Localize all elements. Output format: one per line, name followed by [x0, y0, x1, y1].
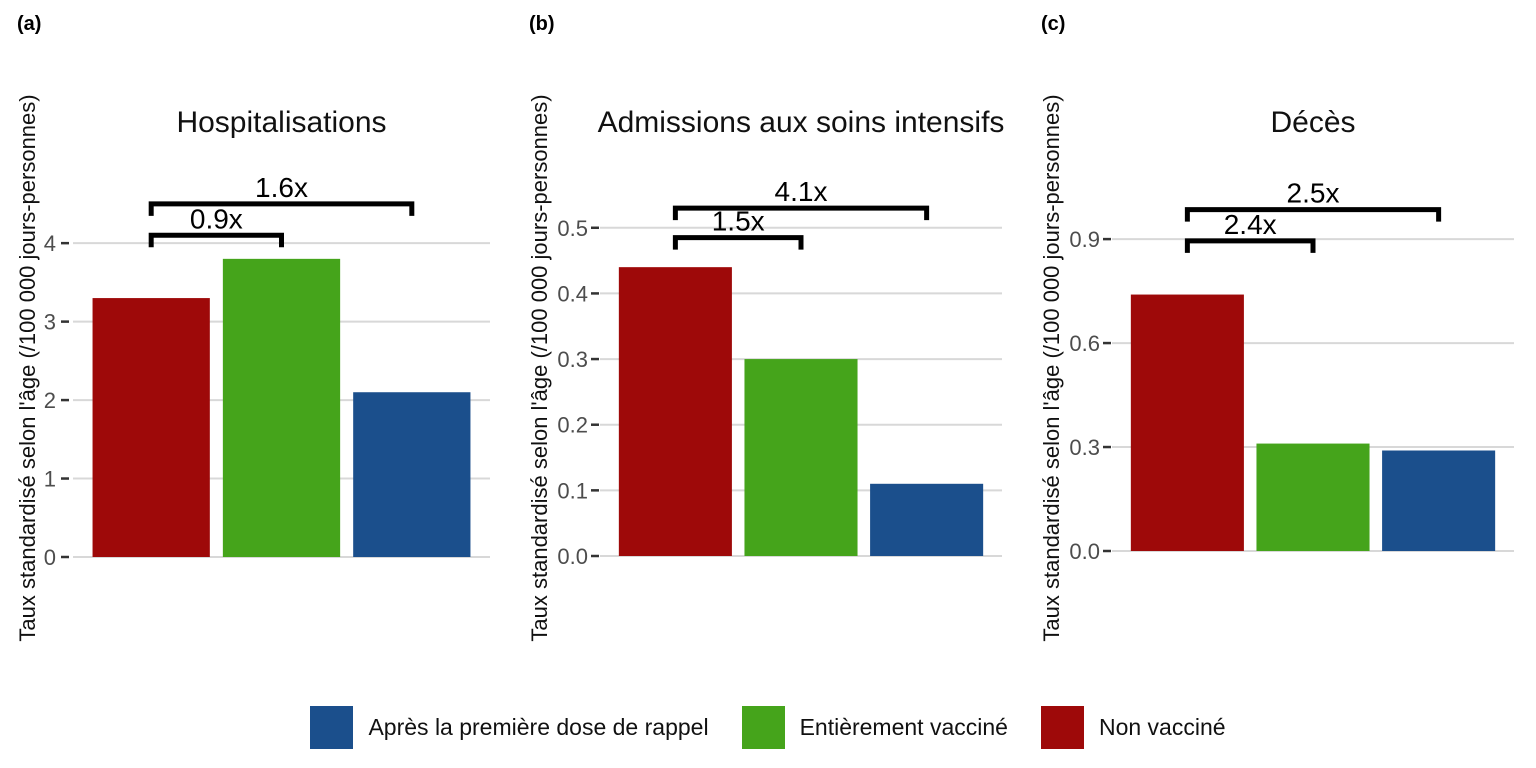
bracket-ratio-label: 0.9x [190, 203, 243, 234]
y-tick-label: 0.6 [1069, 331, 1100, 356]
y-tick-label: 0.4 [557, 281, 588, 306]
bracket-ratio-label: 1.6x [255, 172, 308, 203]
legend-label: Après la première dose de rappel [368, 714, 709, 740]
y-tick-label: 0.1 [557, 478, 588, 503]
legend-item: Après la première dose de rappel [310, 706, 709, 749]
y-axis-title: Taux standardisé selon l'âge (/100 000 j… [15, 94, 40, 641]
legend-item: Entièrement vacciné [741, 706, 1008, 749]
panel-title: Admissions aux soins intensifs [598, 106, 1005, 139]
y-tick-label: 0.0 [557, 544, 588, 569]
comparison-bracket [672, 205, 930, 221]
y-tick-label: 0.5 [557, 216, 588, 241]
legend-key-swatch [1040, 706, 1084, 749]
y-tick-label: 4 [44, 231, 56, 256]
panel-hospitalisations: 0 1 2 3 4 0.9x 1.6x Hospitalisations (a) Taux sta… [15, 13, 490, 642]
comparison-bracket [148, 232, 284, 248]
panel-title: Hospitalisations [176, 106, 386, 139]
y-tick-label: 0.0 [1069, 539, 1100, 564]
panel-letter: (b) [529, 13, 555, 35]
y-tick-label: 2 [44, 388, 56, 413]
bar-3 [1382, 450, 1496, 551]
y-tick-label: 0.3 [557, 347, 588, 372]
bracket-ratio-label: 2.4x [1224, 209, 1277, 240]
bar-2 [1256, 443, 1370, 551]
bar-2 [744, 359, 858, 556]
comparison-bracket [148, 201, 415, 216]
y-tick-label: 0.2 [557, 413, 588, 438]
legend-label: Entièrement vacciné [799, 714, 1008, 740]
panel-icu-admissions: 0.0 0.1 0.2 0.3 0.4 0.5 1.5x 4.1x Admissions aux… [527, 13, 1005, 642]
bar-2 [222, 258, 341, 557]
bracket-ratio-label: 1.5x [712, 206, 765, 237]
y-tick-label: 0.9 [1069, 227, 1100, 252]
comparison-bracket [1184, 238, 1316, 253]
y-axis-title: Taux standardisé selon l'âge (/100 000 j… [527, 94, 552, 641]
panel-deaths: 0.0 0.3 0.6 0.9 2.4x 2.5x Décès (c) Taux standar… [1039, 13, 1514, 642]
y-axis-title: Taux standardisé selon l'âge (/100 000 j… [1039, 94, 1064, 641]
panel-title: Décès [1270, 106, 1355, 139]
comparison-bracket [672, 235, 804, 250]
bracket-ratio-label: 2.5x [1287, 178, 1340, 209]
legend-item: Non vacciné [1040, 706, 1226, 749]
bar-1 [1130, 294, 1244, 551]
bracket-ratio-label: 4.1x [775, 176, 828, 207]
panels-row: 0 1 2 3 4 0.9x 1.6x Hospitalisations (a) Taux sta… [15, 13, 1514, 642]
y-tick-label: 3 [44, 310, 56, 335]
bar-3 [353, 392, 471, 557]
comparison-bracket [1184, 207, 1442, 222]
bar-3 [870, 483, 984, 556]
bar-1 [92, 298, 210, 557]
bar-1 [618, 267, 732, 556]
legend-label: Non vacciné [1098, 714, 1226, 740]
legend-key-swatch [741, 706, 785, 749]
y-tick-label: 0.3 [1069, 435, 1100, 460]
panel-letter: (c) [1041, 13, 1065, 35]
y-tick-label: 1 [44, 467, 56, 492]
legend-key-swatch [310, 706, 354, 749]
y-tick-label: 0 [44, 545, 56, 570]
panel-letter: (a) [17, 13, 41, 35]
legend: Après la première dose de rappel Entièrem… [0, 706, 1536, 749]
